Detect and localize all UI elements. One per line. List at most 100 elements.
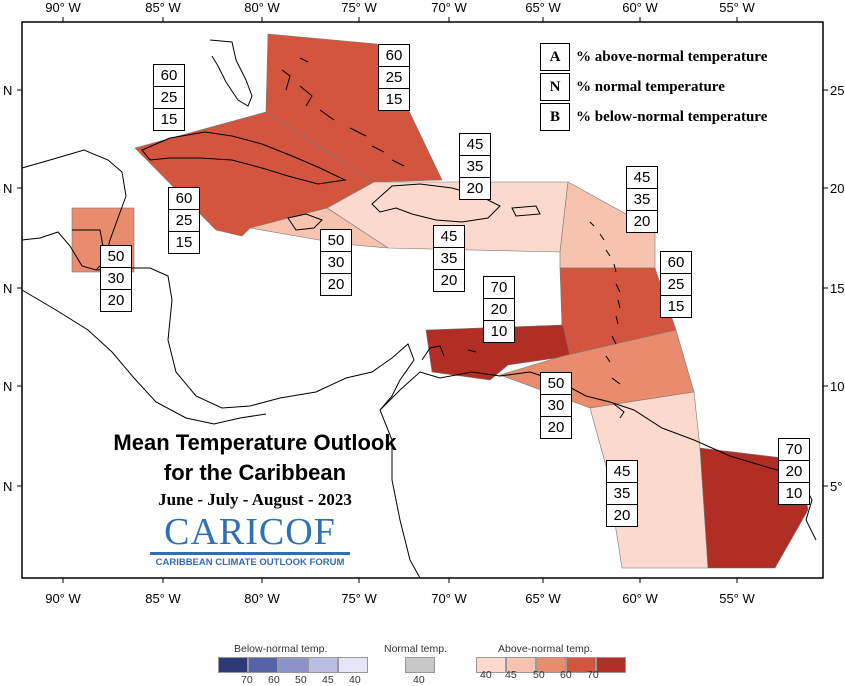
prob-box-hispaniola: 45 35 20 xyxy=(433,225,465,292)
prob-box-turks-caicos: 45 35 20 xyxy=(459,133,491,200)
key-letter-above: A xyxy=(540,43,570,71)
bottom-tick-55w: 55° W xyxy=(719,591,755,606)
prob-above: 45 xyxy=(627,167,657,189)
prob-below: 15 xyxy=(667,298,685,315)
swatch-normal-40 xyxy=(405,657,435,673)
bottom-tick-85w: 85° W xyxy=(145,591,181,606)
right-tick-10: 10° xyxy=(830,379,845,394)
top-tick-60w: 60° W xyxy=(622,0,658,15)
top-tick-90w: 90° W xyxy=(45,0,81,15)
left-latitude-ticks: N N N N N xyxy=(3,83,12,494)
prob-box-caribbean-nw: 60 25 15 xyxy=(168,187,200,254)
key-text-below: % below-normal temperature xyxy=(576,108,768,125)
prob-above: 60 xyxy=(661,252,691,274)
tick-marks xyxy=(17,17,828,583)
map-title: Mean Temperature Outlook for the Caribbe… xyxy=(60,428,450,510)
prob-below: 10 xyxy=(490,323,508,340)
prob-normal: 20 xyxy=(484,299,514,321)
region-abc xyxy=(425,324,571,381)
prob-normal: 30 xyxy=(321,252,351,274)
prob-box-bahamas: 60 25 15 xyxy=(378,44,410,111)
legend-num: 45 xyxy=(322,674,334,686)
prob-below: 20 xyxy=(327,276,345,293)
swatch-above-70 xyxy=(596,657,626,673)
legend-num: 40 xyxy=(413,674,425,686)
coastlines xyxy=(21,39,817,579)
swatch-below-60 xyxy=(248,657,278,673)
prob-above: 60 xyxy=(169,188,199,210)
prob-above: 70 xyxy=(484,277,514,299)
prob-below: 20 xyxy=(547,419,565,436)
right-latitude-ticks: 25° 20° 15° 10° 5° xyxy=(830,83,845,494)
top-tick-85w: 85° W xyxy=(145,0,181,15)
swatch-below-40 xyxy=(338,657,368,673)
prob-normal: 25 xyxy=(379,67,409,89)
prob-normal: 25 xyxy=(661,274,691,296)
prob-box-leeward: 45 35 20 xyxy=(626,166,658,233)
legend-normal-label: Normal temp. xyxy=(384,643,448,655)
key-row-normal: N % normal temperature xyxy=(540,72,767,102)
prob-box-trinidad: 50 30 20 xyxy=(540,372,572,439)
left-tick-20n: N xyxy=(3,181,12,196)
prob-below: 20 xyxy=(633,213,651,230)
bottom-tick-70w: 70° W xyxy=(431,591,467,606)
prob-below: 20 xyxy=(613,507,631,524)
swatch-below-50 xyxy=(278,657,308,673)
probability-key: A % above-normal temperature N % normal … xyxy=(540,42,767,132)
prob-box-belize: 50 30 20 xyxy=(100,245,132,312)
top-tick-65w: 65° W xyxy=(525,0,561,15)
bottom-tick-90w: 90° W xyxy=(45,591,81,606)
legend-num: 70 xyxy=(241,674,253,686)
prob-normal: 35 xyxy=(627,189,657,211)
prob-above: 45 xyxy=(434,226,464,248)
prob-normal: 25 xyxy=(154,87,184,109)
bottom-tick-65w: 65° W xyxy=(525,591,561,606)
key-text-normal: % normal temperature xyxy=(576,78,725,95)
logo-name: CARICOF xyxy=(150,512,350,555)
legend-num: 60 xyxy=(268,674,280,686)
left-tick-10n: N xyxy=(3,379,12,394)
key-row-below: B % below-normal temperature xyxy=(540,102,767,132)
swatch-below-45 xyxy=(308,657,338,673)
key-letter-normal: N xyxy=(540,73,570,101)
swatch-above-40 xyxy=(476,657,506,673)
key-text-above: % above-normal temperature xyxy=(576,48,768,65)
legend-num: 70 xyxy=(587,669,599,681)
top-tick-80w: 80° W xyxy=(244,0,280,15)
swatch-above-50 xyxy=(536,657,566,673)
prob-above: 60 xyxy=(154,65,184,87)
prob-normal: 20 xyxy=(779,461,809,483)
bottom-longitude-ticks: 90° W 85° W 80° W 75° W 70° W 65° W 60° … xyxy=(45,591,755,606)
prob-normal: 30 xyxy=(541,395,571,417)
prob-normal: 25 xyxy=(169,210,199,232)
prob-above: 50 xyxy=(321,230,351,252)
right-tick-20: 20° xyxy=(830,181,845,196)
legend-above-label: Above-normal temp. xyxy=(498,643,593,655)
prob-box-abc: 70 20 10 xyxy=(483,276,515,343)
legend-num: 60 xyxy=(560,669,572,681)
prob-below: 20 xyxy=(440,272,458,289)
right-tick-25: 25° xyxy=(830,83,845,98)
left-tick-25n: N xyxy=(3,83,12,98)
prob-box-windward: 60 25 15 xyxy=(660,251,692,318)
prob-above: 50 xyxy=(101,246,131,268)
bottom-tick-75w: 75° W xyxy=(341,591,377,606)
prob-above: 70 xyxy=(779,439,809,461)
title-period: June - July - August - 2023 xyxy=(158,490,352,509)
bottom-tick-60w: 60° W xyxy=(622,591,658,606)
prob-below: 20 xyxy=(107,292,125,309)
color-legend: Below-normal temp. Normal temp. Above-no… xyxy=(0,640,845,686)
prob-below: 15 xyxy=(160,111,178,128)
prob-below: 15 xyxy=(175,234,193,251)
prob-normal: 35 xyxy=(460,156,490,178)
legend-num: 40 xyxy=(349,674,361,686)
prob-below: 10 xyxy=(785,485,803,502)
region-bahamas xyxy=(265,33,443,183)
legend-below-label: Below-normal temp. xyxy=(234,643,328,655)
prob-above: 60 xyxy=(379,45,409,67)
top-tick-55w: 55° W xyxy=(719,0,755,15)
prob-normal: 30 xyxy=(101,268,131,290)
prob-box-guyana: 45 35 20 xyxy=(606,460,638,527)
right-tick-15: 15° xyxy=(830,281,845,296)
prob-box-cuba-west: 60 25 15 xyxy=(153,64,185,131)
